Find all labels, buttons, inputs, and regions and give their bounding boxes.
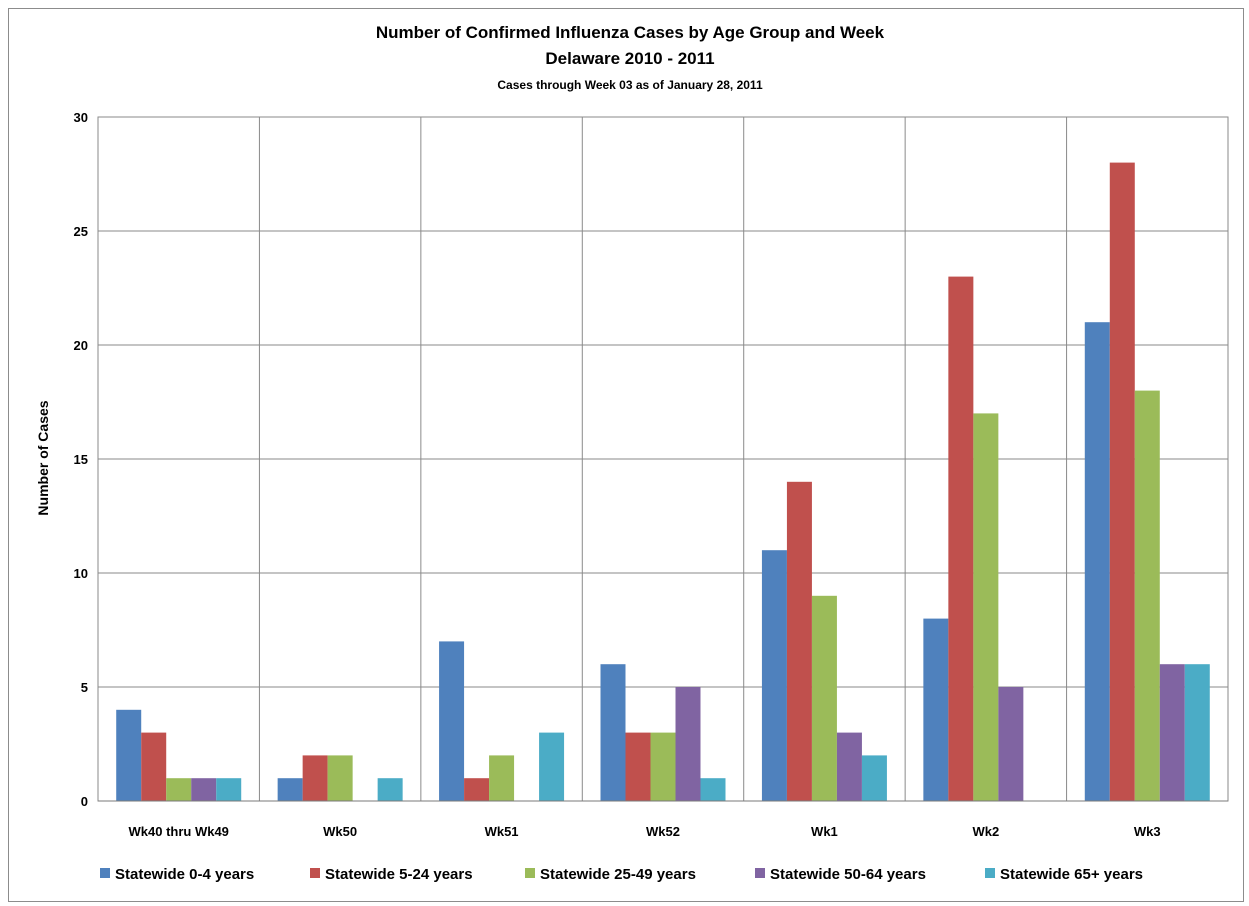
x-tick-label: Wk40 thru Wk49 — [129, 824, 229, 839]
x-tick-label: Wk2 — [972, 824, 999, 839]
bar — [216, 778, 242, 801]
grid-layer — [97, 116, 1229, 802]
bar — [141, 732, 167, 801]
legend: Statewide 0-4 years Statewide 5-24 years S… — [100, 866, 1143, 883]
bar — [1159, 664, 1185, 801]
bar — [761, 550, 787, 801]
bar — [948, 276, 974, 802]
bar — [327, 755, 353, 801]
bar — [836, 732, 862, 801]
bar — [1134, 390, 1160, 801]
bar — [166, 778, 192, 801]
bar — [811, 595, 837, 801]
bar — [600, 664, 626, 801]
bar — [998, 687, 1024, 801]
legend-swatch — [100, 868, 110, 878]
x-tick-label: Wk51 — [485, 824, 519, 839]
y-tick-label: 25 — [74, 224, 88, 239]
legend-swatch — [310, 868, 320, 878]
y-tick-label: 30 — [74, 110, 88, 125]
x-tick-label: Wk52 — [646, 824, 680, 839]
y-tick-label: 10 — [74, 566, 88, 581]
bar — [1084, 322, 1110, 801]
bar — [464, 778, 490, 801]
x-tick-label: Wk50 — [323, 824, 357, 839]
chart-subtitle: Cases through Week 03 as of January 28, … — [497, 78, 763, 92]
legend-swatch — [525, 868, 535, 878]
x-tick-label: Wk3 — [1134, 824, 1161, 839]
bar — [700, 778, 726, 801]
bar — [277, 778, 303, 801]
y-axis-label: Number of Cases — [35, 400, 51, 515]
bar — [539, 732, 565, 801]
bar — [786, 481, 812, 801]
x-tick-label: Wk1 — [811, 824, 838, 839]
bar — [191, 778, 217, 801]
bar — [675, 687, 701, 801]
bar — [302, 755, 328, 801]
bar — [923, 618, 949, 801]
bar — [861, 755, 887, 801]
y-tick-label: 0 — [81, 794, 88, 809]
y-tick-label: 15 — [74, 452, 88, 467]
bar — [116, 709, 142, 801]
legend-label: Statewide 0-4 years — [115, 866, 254, 883]
y-tick-label: 5 — [81, 680, 88, 695]
bar — [439, 641, 465, 801]
bar — [625, 732, 651, 801]
bar — [973, 413, 999, 801]
bars-layer — [116, 162, 1210, 802]
legend-label: Statewide 65+ years — [1000, 866, 1143, 883]
bar — [1184, 664, 1210, 801]
legend-label: Statewide 5-24 years — [325, 866, 473, 883]
bar — [489, 755, 515, 801]
chart-title-line2: Delaware 2010 - 2011 — [545, 49, 714, 68]
legend-label: Statewide 25-49 years — [540, 866, 696, 883]
bar — [650, 732, 676, 801]
y-tick-label: 20 — [74, 338, 88, 353]
axis-layer: 0 5 10 15 20 25 30 Wk40 thru Wk49 Wk50 Wk51 Wk52 Wk… — [74, 110, 1228, 839]
legend-swatch — [755, 868, 765, 878]
bar — [377, 778, 403, 801]
bar — [1109, 162, 1135, 802]
legend-swatch — [985, 868, 995, 878]
chart-title: Number of Confirmed Influenza Cases by A… — [376, 23, 885, 42]
legend-label: Statewide 50-64 years — [770, 866, 926, 883]
